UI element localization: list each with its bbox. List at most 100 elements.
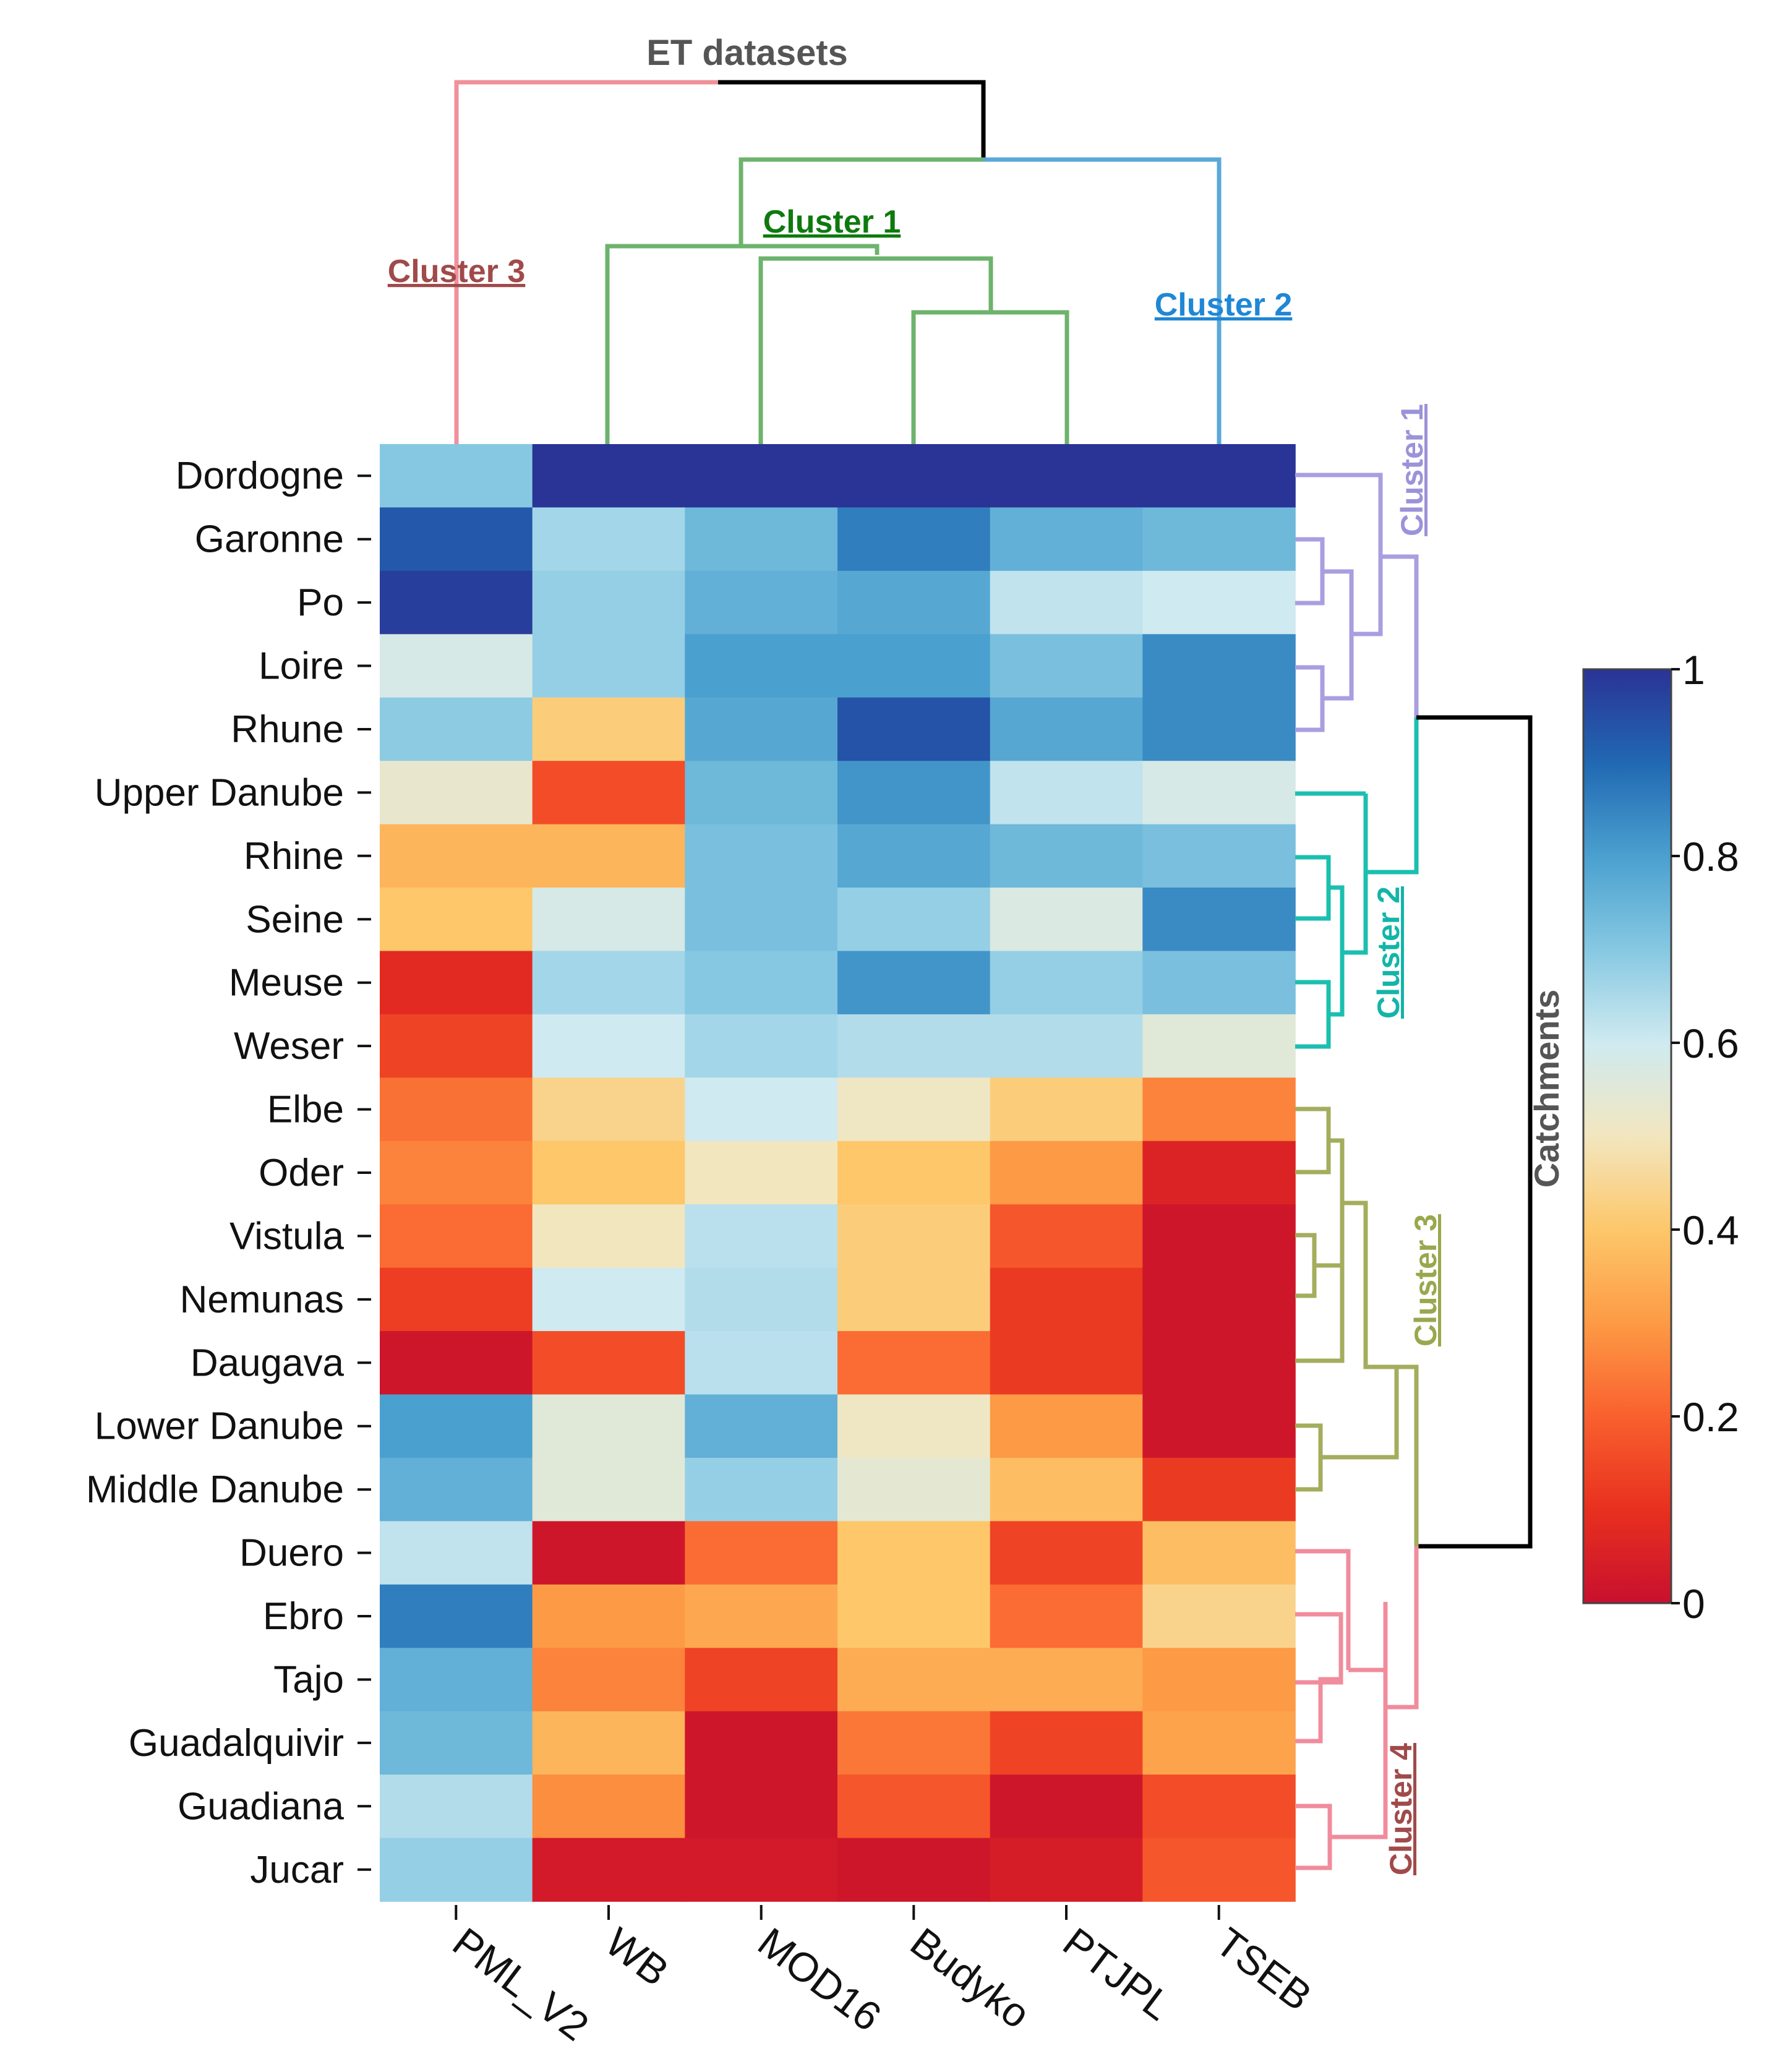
heatmap-cell — [837, 1267, 991, 1332]
heatmap-cell — [380, 1458, 533, 1522]
heatmap-cell — [1142, 1648, 1296, 1712]
heatmap-cell — [837, 824, 991, 888]
heatmap-cell — [380, 697, 533, 761]
heatmap-cell — [1142, 570, 1296, 635]
row-label: Jucar — [250, 1849, 344, 1891]
row-cluster4-label: Cluster 4 — [1384, 1743, 1418, 1875]
colorbar-tick-label: 0.2 — [1682, 1394, 1739, 1440]
heatmap-cell — [685, 507, 838, 572]
row-c3-eo-join — [1329, 1138, 1345, 1265]
heatmap-cell — [532, 1014, 686, 1079]
heatmap-cell — [837, 1521, 991, 1585]
heatmap-cell — [685, 888, 838, 952]
row-label: Tajo — [273, 1659, 344, 1702]
row-label: Meuse — [229, 962, 344, 1004]
heatmap-cell — [532, 1521, 686, 1585]
heatmap-cell — [685, 761, 838, 825]
row-c3-elbe-oder — [1295, 1107, 1331, 1175]
heatmap-cell — [532, 1394, 686, 1458]
heatmap-cell — [1142, 824, 1296, 888]
colorbar: 0 0.2 0.4 0.6 0.8 1 — [1582, 647, 1739, 1627]
y-axis-label: Catchments — [1527, 990, 1566, 1188]
heatmap-cell — [685, 1204, 838, 1269]
heatmap-cell — [685, 1838, 838, 1902]
heatmap-cell — [380, 444, 533, 508]
heatmap-cell — [1142, 1458, 1296, 1522]
row-label: Weser — [234, 1025, 344, 1068]
heatmap-cell — [837, 444, 991, 508]
heatmap-cell — [1142, 1711, 1296, 1775]
heatmap-cell — [685, 1141, 838, 1205]
heatmap-cell — [1142, 634, 1296, 698]
colorbar-tick-label: 0.6 — [1682, 1021, 1739, 1066]
heatmap-cell — [1142, 1141, 1296, 1205]
heatmap-cell — [532, 444, 686, 508]
heatmap-cell — [990, 1077, 1144, 1142]
heatmap-cell — [990, 570, 1144, 635]
row-c1-dordogne — [1295, 473, 1419, 717]
row-label: Guadiana — [178, 1785, 344, 1828]
row-labels: Dordogne Garonne Po Loire Rhune Upper Danube R… — [86, 455, 371, 1891]
heatmap-cell — [1142, 1584, 1296, 1648]
chart-title: ET datasets — [646, 33, 848, 73]
row-c4-guadalquivir — [1295, 1677, 1341, 1744]
row-c4-top — [1385, 1546, 1419, 1710]
heatmap-cell — [990, 444, 1144, 508]
heatmap-cell — [380, 507, 533, 572]
heatmap-cell — [532, 1458, 686, 1522]
heatmap-cell — [685, 1521, 838, 1585]
row-label: Elbe — [267, 1089, 344, 1131]
heatmap-cell — [380, 951, 533, 1015]
col-cluster3-label: Cluster 3 — [388, 254, 526, 289]
heatmap-cell — [837, 951, 991, 1015]
heatmap-cell — [990, 1267, 1144, 1332]
row-label: Loire — [259, 645, 344, 688]
row-c3-lm-join — [1321, 1367, 1399, 1460]
row-c2-meuse-weser — [1295, 980, 1331, 1049]
heatmap-cell — [532, 1711, 686, 1775]
col-tree-c1-link — [605, 244, 880, 444]
row-label: Seine — [246, 898, 344, 941]
colorbar-gradient — [1582, 668, 1672, 1604]
row-label: Middle Danube — [86, 1468, 344, 1511]
heatmap-cell — [685, 1711, 838, 1775]
heatmap-cell — [380, 1838, 533, 1902]
col-tree-root-link — [718, 80, 986, 160]
row-label: Daugava — [190, 1342, 345, 1384]
heatmap-cell — [380, 1141, 533, 1205]
row-c1-four-join — [1351, 475, 1383, 636]
heatmap-cell — [1142, 1267, 1296, 1332]
row-c1-garonne-po — [1295, 537, 1325, 606]
heatmap-cell — [380, 1077, 533, 1142]
heatmap-cell — [837, 1204, 991, 1269]
column-label: TSEB — [1207, 1919, 1320, 2019]
heatmap-cell — [685, 1077, 838, 1142]
row-label: Oder — [259, 1152, 344, 1194]
heatmap-cell — [990, 697, 1144, 761]
heatmap-cell — [685, 1774, 838, 1839]
heatmap-cell — [685, 951, 838, 1015]
heatmap-cell — [380, 1521, 533, 1585]
row-c4-duero — [1295, 1549, 1351, 1670]
heatmap-cell — [990, 1838, 1144, 1902]
row-c3-five-join — [1342, 1201, 1368, 1361]
heatmap-cell — [380, 1648, 533, 1712]
heatmap-cell — [532, 951, 686, 1015]
heatmap-cell — [837, 570, 991, 635]
heatmap-cell — [380, 1711, 533, 1775]
heatmap-cell — [1142, 1394, 1296, 1458]
row-label: Vistula — [229, 1215, 344, 1257]
heatmap-cell — [532, 1584, 686, 1648]
heatmap-cell — [532, 1141, 686, 1205]
row-c3-top — [1363, 1280, 1419, 1546]
colorbar-tick-label: 0.8 — [1682, 834, 1739, 880]
heatmap-cell — [837, 1584, 991, 1648]
row-label: Rhune — [231, 708, 344, 751]
heatmap-cell — [837, 1077, 991, 1142]
row-c4-ebro-tajo — [1295, 1612, 1343, 1685]
heatmap-cell — [380, 824, 533, 888]
row-cluster1-label: Cluster 1 — [1395, 404, 1429, 536]
col-tree-budyko-ptjpl-link — [911, 310, 1069, 444]
heatmap-cell — [1142, 697, 1296, 761]
